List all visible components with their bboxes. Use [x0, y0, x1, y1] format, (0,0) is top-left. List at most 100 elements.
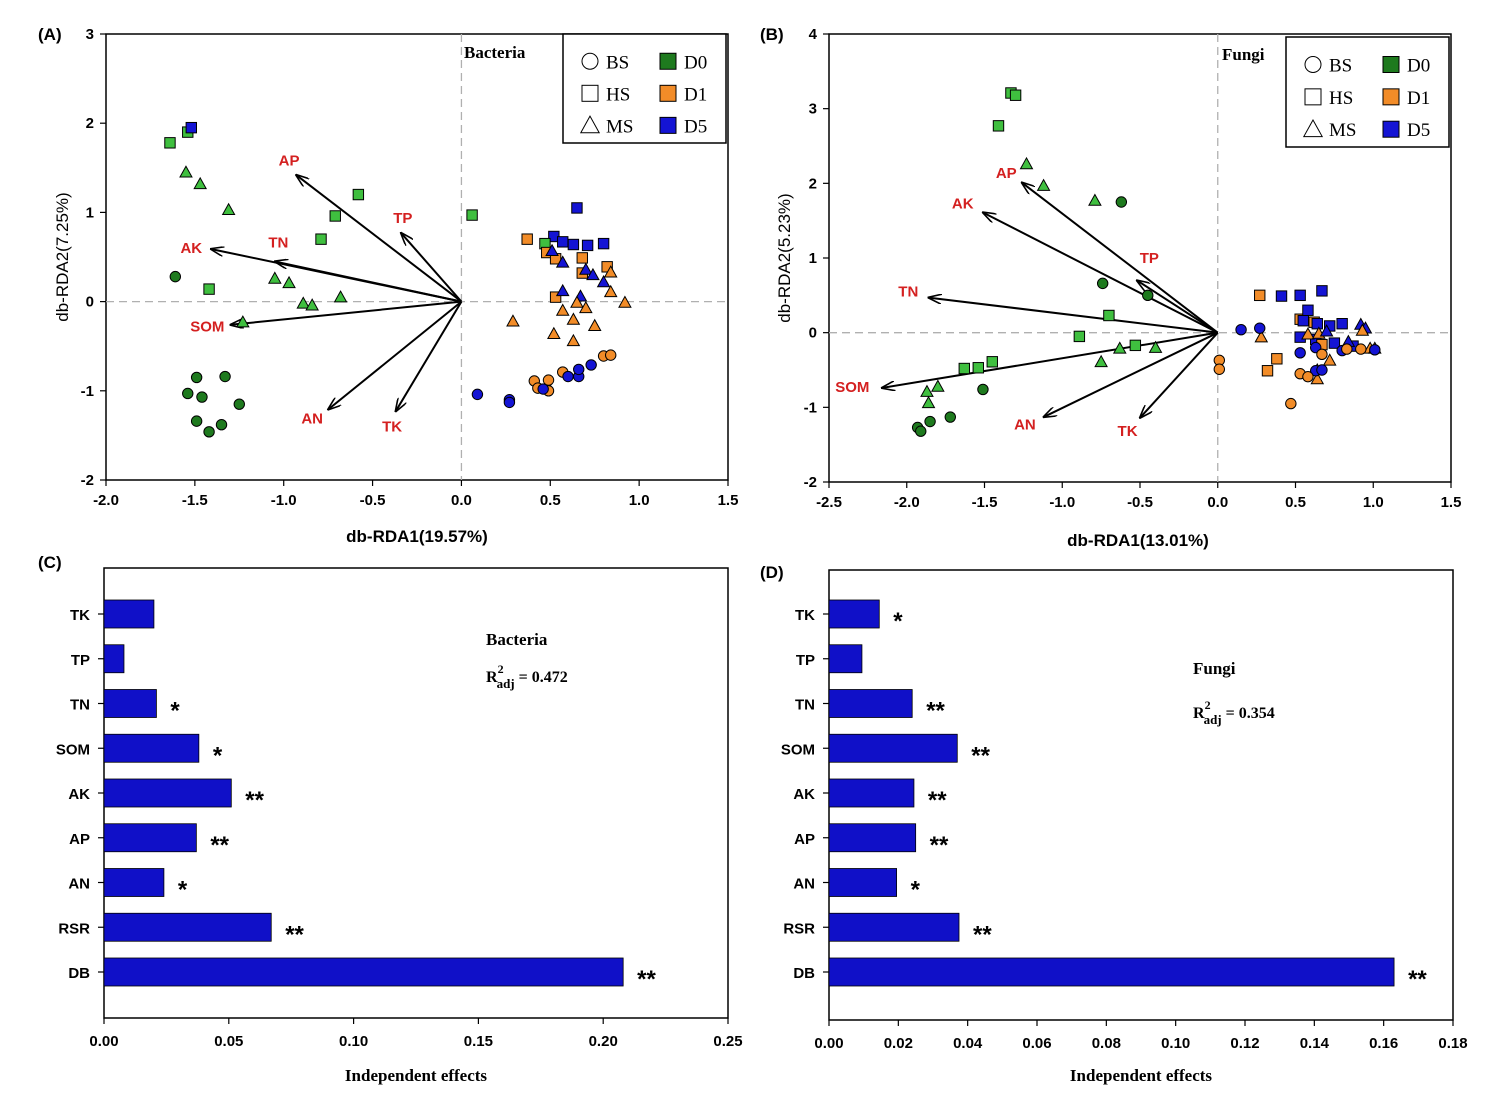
legend-swatch-d0: [1382, 56, 1400, 73]
category-label-som: SOM: [781, 741, 815, 758]
arrow-ak: [983, 212, 1219, 334]
data-point: [315, 233, 327, 245]
x-tick-label: 0.14: [1300, 1035, 1330, 1052]
data-point: [1311, 318, 1323, 330]
data-point: [236, 315, 250, 328]
data-point: [203, 283, 215, 295]
data-point: [986, 356, 998, 368]
data-point: [233, 398, 245, 410]
data-point: [576, 252, 588, 264]
data-point: [215, 418, 228, 431]
x-tick-label: -1.5: [972, 494, 998, 511]
panel-a-letter: (A): [38, 25, 62, 44]
category-label-tp: TP: [71, 652, 90, 669]
significance-mark-db: **: [1408, 966, 1427, 993]
data-point: [571, 202, 583, 214]
data-point: [562, 370, 574, 383]
arrow-label-tk: TK: [1118, 423, 1138, 440]
data-point: [1261, 365, 1274, 377]
data-point: [190, 371, 203, 384]
panel-c-bars: TK TP TN * SOM * AK ** AP ** AN * RSR ** DB **: [56, 599, 657, 993]
x-tick-label: 0.00: [89, 1033, 118, 1050]
x-tick-label: 0.18: [1438, 1035, 1467, 1052]
x-tick-label: 0.5: [540, 492, 561, 509]
x-tick-label: 0.10: [1161, 1035, 1190, 1052]
panel-a-arrows: AP TP AK TN SOM AN TK: [180, 153, 463, 435]
data-point: [958, 362, 970, 375]
legend-swatch-d1: [659, 84, 677, 102]
panel-d-x-label: Independent effects: [1070, 1066, 1213, 1085]
data-point: [537, 383, 549, 395]
data-point: [597, 237, 610, 250]
data-point: [915, 425, 927, 437]
legend-label-bs: BS: [1329, 56, 1352, 77]
category-label-an: AN: [793, 876, 815, 893]
panel-c-x-label: Independent effects: [345, 1066, 488, 1085]
panel-c: (C) TK TP TN * SOM * AK ** AP ** AN * RSR ** DB ** 0.00…: [38, 553, 743, 1085]
arrow-label-tn: TN: [268, 235, 288, 252]
data-point: [1294, 289, 1306, 302]
data-point: [185, 121, 198, 134]
category-label-rsr: RSR: [783, 920, 815, 937]
data-point: [1355, 343, 1367, 355]
significance-mark-som: **: [971, 742, 990, 769]
arrow-label-an: AN: [301, 410, 323, 427]
significance-mark-tn: **: [926, 698, 945, 725]
panel-a: (A) -2.0 -1.5 -1.0 -0.5 0.0 0.5 1.0 1.5 -2 -1 0 1 2 3…: [38, 25, 738, 546]
data-point: [1355, 323, 1370, 336]
legend-label-d5: D5: [1407, 120, 1430, 141]
x-tick-label: 0.08: [1092, 1035, 1121, 1052]
data-point: [566, 312, 581, 325]
bar-tp: [828, 644, 863, 674]
data-point: [1316, 364, 1328, 376]
panel-c-axis-ticks: 0.00 0.05 0.10 0.15 0.20 0.25: [89, 1018, 743, 1050]
panel-a-legend: BS HS MS D0 D1 D5: [562, 33, 727, 144]
x-tick-label: 1.5: [1441, 494, 1462, 511]
data-point: [1294, 347, 1306, 359]
data-point: [1316, 285, 1328, 297]
data-point: [1142, 289, 1154, 302]
panel-d-axis-ticks: 0.00 0.02 0.04 0.06 0.08 0.10 0.12 0.14 0.16 0.18: [814, 1020, 1468, 1052]
data-point: [333, 290, 348, 303]
arrow-som: [230, 300, 462, 325]
panel-a-points: [164, 121, 632, 438]
data-point: [549, 291, 562, 303]
significance-mark-an: *: [178, 877, 188, 904]
arrow-an: [328, 300, 463, 410]
data-point: [977, 383, 989, 396]
legend-shape-hs: [1304, 88, 1322, 106]
data-point: [1254, 330, 1269, 343]
data-point: [972, 362, 984, 374]
data-point: [193, 176, 208, 190]
data-point: [1310, 371, 1325, 385]
y-tick-label: -1: [81, 383, 94, 400]
bar-ap: [828, 823, 917, 853]
data-point: [1316, 348, 1328, 361]
legend-label-hs: HS: [606, 84, 630, 105]
x-tick-label: 0.06: [1022, 1035, 1051, 1052]
significance-mark-ak: **: [245, 787, 264, 814]
arrow-tk: [1140, 331, 1219, 418]
data-point: [1301, 327, 1315, 340]
data-point: [566, 333, 581, 347]
arrow-ap: [296, 175, 463, 303]
category-label-ap: AP: [69, 831, 90, 848]
significance-mark-som: *: [213, 742, 223, 769]
data-point: [164, 137, 176, 149]
significance-mark-ap: **: [930, 832, 949, 859]
data-point: [1088, 193, 1102, 206]
y-tick-label: 4: [809, 26, 818, 43]
data-point: [1285, 397, 1297, 410]
arrow-tp: [1137, 280, 1219, 334]
significance-mark-db: **: [637, 966, 656, 993]
legend-label-hs: HS: [1329, 88, 1353, 109]
panel-a-title: Bacteria: [464, 43, 526, 62]
category-label-som: SOM: [56, 741, 90, 758]
bar-ap: [103, 823, 197, 853]
data-point: [503, 396, 516, 409]
bar-tn: [103, 689, 157, 718]
panel-a-axis-ticks: -2.0 -1.5 -1.0 -0.5 0.0 0.5 1.0 1.5 -2 -1 0 1 2 3: [81, 26, 739, 509]
data-point: [196, 391, 208, 403]
panel-d-r2: R2 adj = 0.354: [1193, 698, 1275, 727]
data-point: [921, 395, 936, 409]
